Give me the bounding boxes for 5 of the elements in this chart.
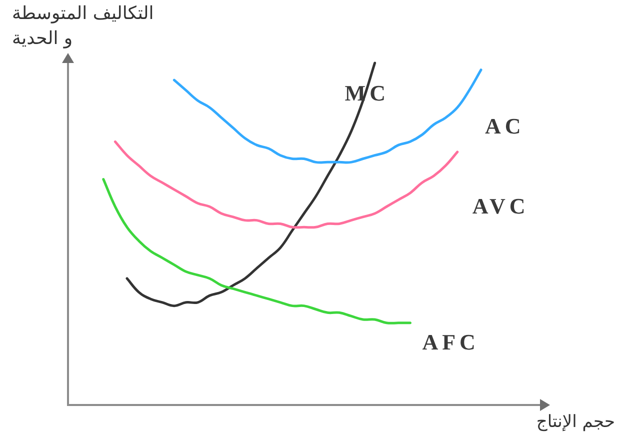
y-axis-title: التكاليف المتوسطة و الحدية (12, 2, 154, 51)
series-label: AVC (472, 194, 530, 219)
series-label: AFC (422, 330, 480, 355)
x-axis-title: حجم الإنتاج (536, 411, 615, 434)
series-label: AC (485, 114, 525, 139)
